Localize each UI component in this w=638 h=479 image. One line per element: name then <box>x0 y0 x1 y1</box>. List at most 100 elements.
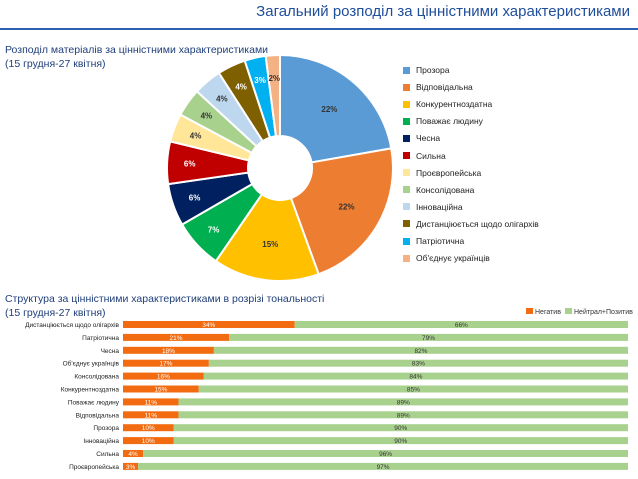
pie-slice-label: 22% <box>339 202 355 211</box>
bar-value-label: 10% <box>142 425 155 432</box>
pie-slice-label: 15% <box>262 240 278 249</box>
bar-segment <box>123 424 174 432</box>
bar-category-label: Поважає людину <box>68 399 120 406</box>
bar-segment <box>213 346 628 354</box>
bar-value-label: 21% <box>170 335 183 342</box>
bar-value-label: 34% <box>202 322 215 329</box>
bar-category-label: Дистанціюється щодо олігархів <box>25 321 119 329</box>
pie-slice-label: 6% <box>189 194 201 203</box>
bar-category-label: Відповідальна <box>76 411 120 419</box>
pie-title-line1: Розподіл матеріалів за цінністними харак… <box>5 44 269 56</box>
legend-swatch <box>403 220 410 228</box>
legend-label: Проєвропейська <box>416 167 482 178</box>
pie-title-line2: (15 грудня-27 квітня) <box>5 58 106 70</box>
pie-slice-label: 4% <box>216 95 228 104</box>
pie-slice-label: 22% <box>321 105 337 114</box>
bar-value-label: 83% <box>412 361 425 368</box>
legend-item: Проєвропейська <box>403 167 481 179</box>
legend-item: Конкурентноздатна <box>403 98 492 110</box>
pie-slice-label: 6% <box>184 160 196 169</box>
legend-swatch <box>403 83 410 91</box>
bar-category-label: Консолідована <box>74 373 119 381</box>
bar-segment <box>229 333 629 341</box>
bar-segment <box>143 450 628 457</box>
bar-value-label: 79% <box>422 335 435 342</box>
bar-segment <box>198 385 628 393</box>
bar-section-title: Структура за цінністними характеристикам… <box>5 292 324 320</box>
bar-value-label: 84% <box>409 374 422 381</box>
legend-swatch <box>403 203 410 211</box>
bar-segment <box>123 372 204 380</box>
legend-label: Відповідальна <box>416 82 473 93</box>
bar-segment <box>123 359 209 367</box>
legend-label: Чесна <box>416 133 441 144</box>
legend-item: Прозора <box>403 64 449 76</box>
bar-value-label: 90% <box>394 438 407 445</box>
legend-swatch <box>403 186 410 194</box>
bar-value-label: 10% <box>142 438 155 445</box>
bar-segment <box>123 437 174 445</box>
bar-segment <box>138 462 628 470</box>
bar-legend-label: Негатив <box>535 309 561 316</box>
bar-value-label: 11% <box>145 412 158 419</box>
bar-value-label: 16% <box>157 374 170 381</box>
legend-swatch <box>403 152 410 159</box>
bar-segment <box>173 424 628 432</box>
legend-swatch <box>403 134 410 142</box>
legend-label: Інноваційна <box>416 201 463 212</box>
bar-segment <box>123 333 230 341</box>
bar-category-label: Чесна <box>101 348 120 355</box>
bar-segment <box>123 385 199 393</box>
bar-segment <box>123 398 179 406</box>
pie-slice <box>214 192 320 282</box>
legend-swatch <box>403 254 410 262</box>
legend-item: Об'єднує українців <box>403 252 490 264</box>
legend-label: Об'єднує українців <box>416 253 490 264</box>
stacked-bar-chart: Негатив Нейтрал+Позитив Дистанціюється щод… <box>25 308 633 471</box>
pie-slice-label: 7% <box>208 225 220 234</box>
legend-item: Патріотична <box>403 235 464 247</box>
legend-swatch <box>403 66 410 74</box>
title-divider <box>0 28 638 30</box>
legend-label: Сильна <box>416 150 446 161</box>
legend-item: Відповідальна <box>403 81 473 93</box>
bar-value-label: 97% <box>377 464 390 471</box>
bar-value-label: 96% <box>379 451 392 458</box>
bar-segment <box>173 437 628 445</box>
bar-category-label: Сильна <box>96 451 119 458</box>
bar-segment <box>123 462 139 470</box>
legend-label: Консолідована <box>416 184 475 195</box>
bar-value-label: 17% <box>159 361 172 368</box>
bar-legend-swatch <box>565 308 572 314</box>
bar-value-label: 15% <box>154 387 167 394</box>
legend-label: Дистанціюється щодо олігархів <box>416 218 539 229</box>
bar-value-label: 3% <box>126 464 136 471</box>
bar-segment <box>178 411 629 419</box>
pie-slice <box>279 53 393 164</box>
legend-label: Конкурентноздатна <box>416 99 493 110</box>
pie-slice-label: 4% <box>201 112 213 121</box>
page-title: Загальний розподіл за цінністними характ… <box>256 3 630 20</box>
pie-slice <box>289 147 394 276</box>
bar-value-label: 66% <box>455 322 468 329</box>
bar-value-label: 82% <box>414 348 427 355</box>
bar-segment <box>208 359 628 367</box>
bar-value-label: 11% <box>145 399 158 406</box>
pie-slice <box>264 53 281 138</box>
bar-category-label: Об'єднує українців <box>63 360 120 368</box>
legend-swatch <box>403 100 410 108</box>
pie-slice-label: 2% <box>268 74 280 83</box>
legend-item: Поважає людину <box>403 115 483 127</box>
legend-label: Патріотична <box>416 236 465 246</box>
bar-segment <box>178 398 629 406</box>
legend-label: Поважає людину <box>416 116 483 127</box>
bar-segment <box>123 450 144 457</box>
bar-value-label: 85% <box>407 387 420 394</box>
bar-segment <box>123 321 295 328</box>
bar-value-label: 4% <box>128 451 138 458</box>
legend-item: Інноваційна <box>403 201 463 213</box>
pie-slice-label: 3% <box>254 76 266 85</box>
bar-segment <box>123 346 214 354</box>
bar-legend-label: Нейтрал+Позитив <box>574 308 633 316</box>
bar-category-label: Конкурентноздатна <box>61 387 120 394</box>
